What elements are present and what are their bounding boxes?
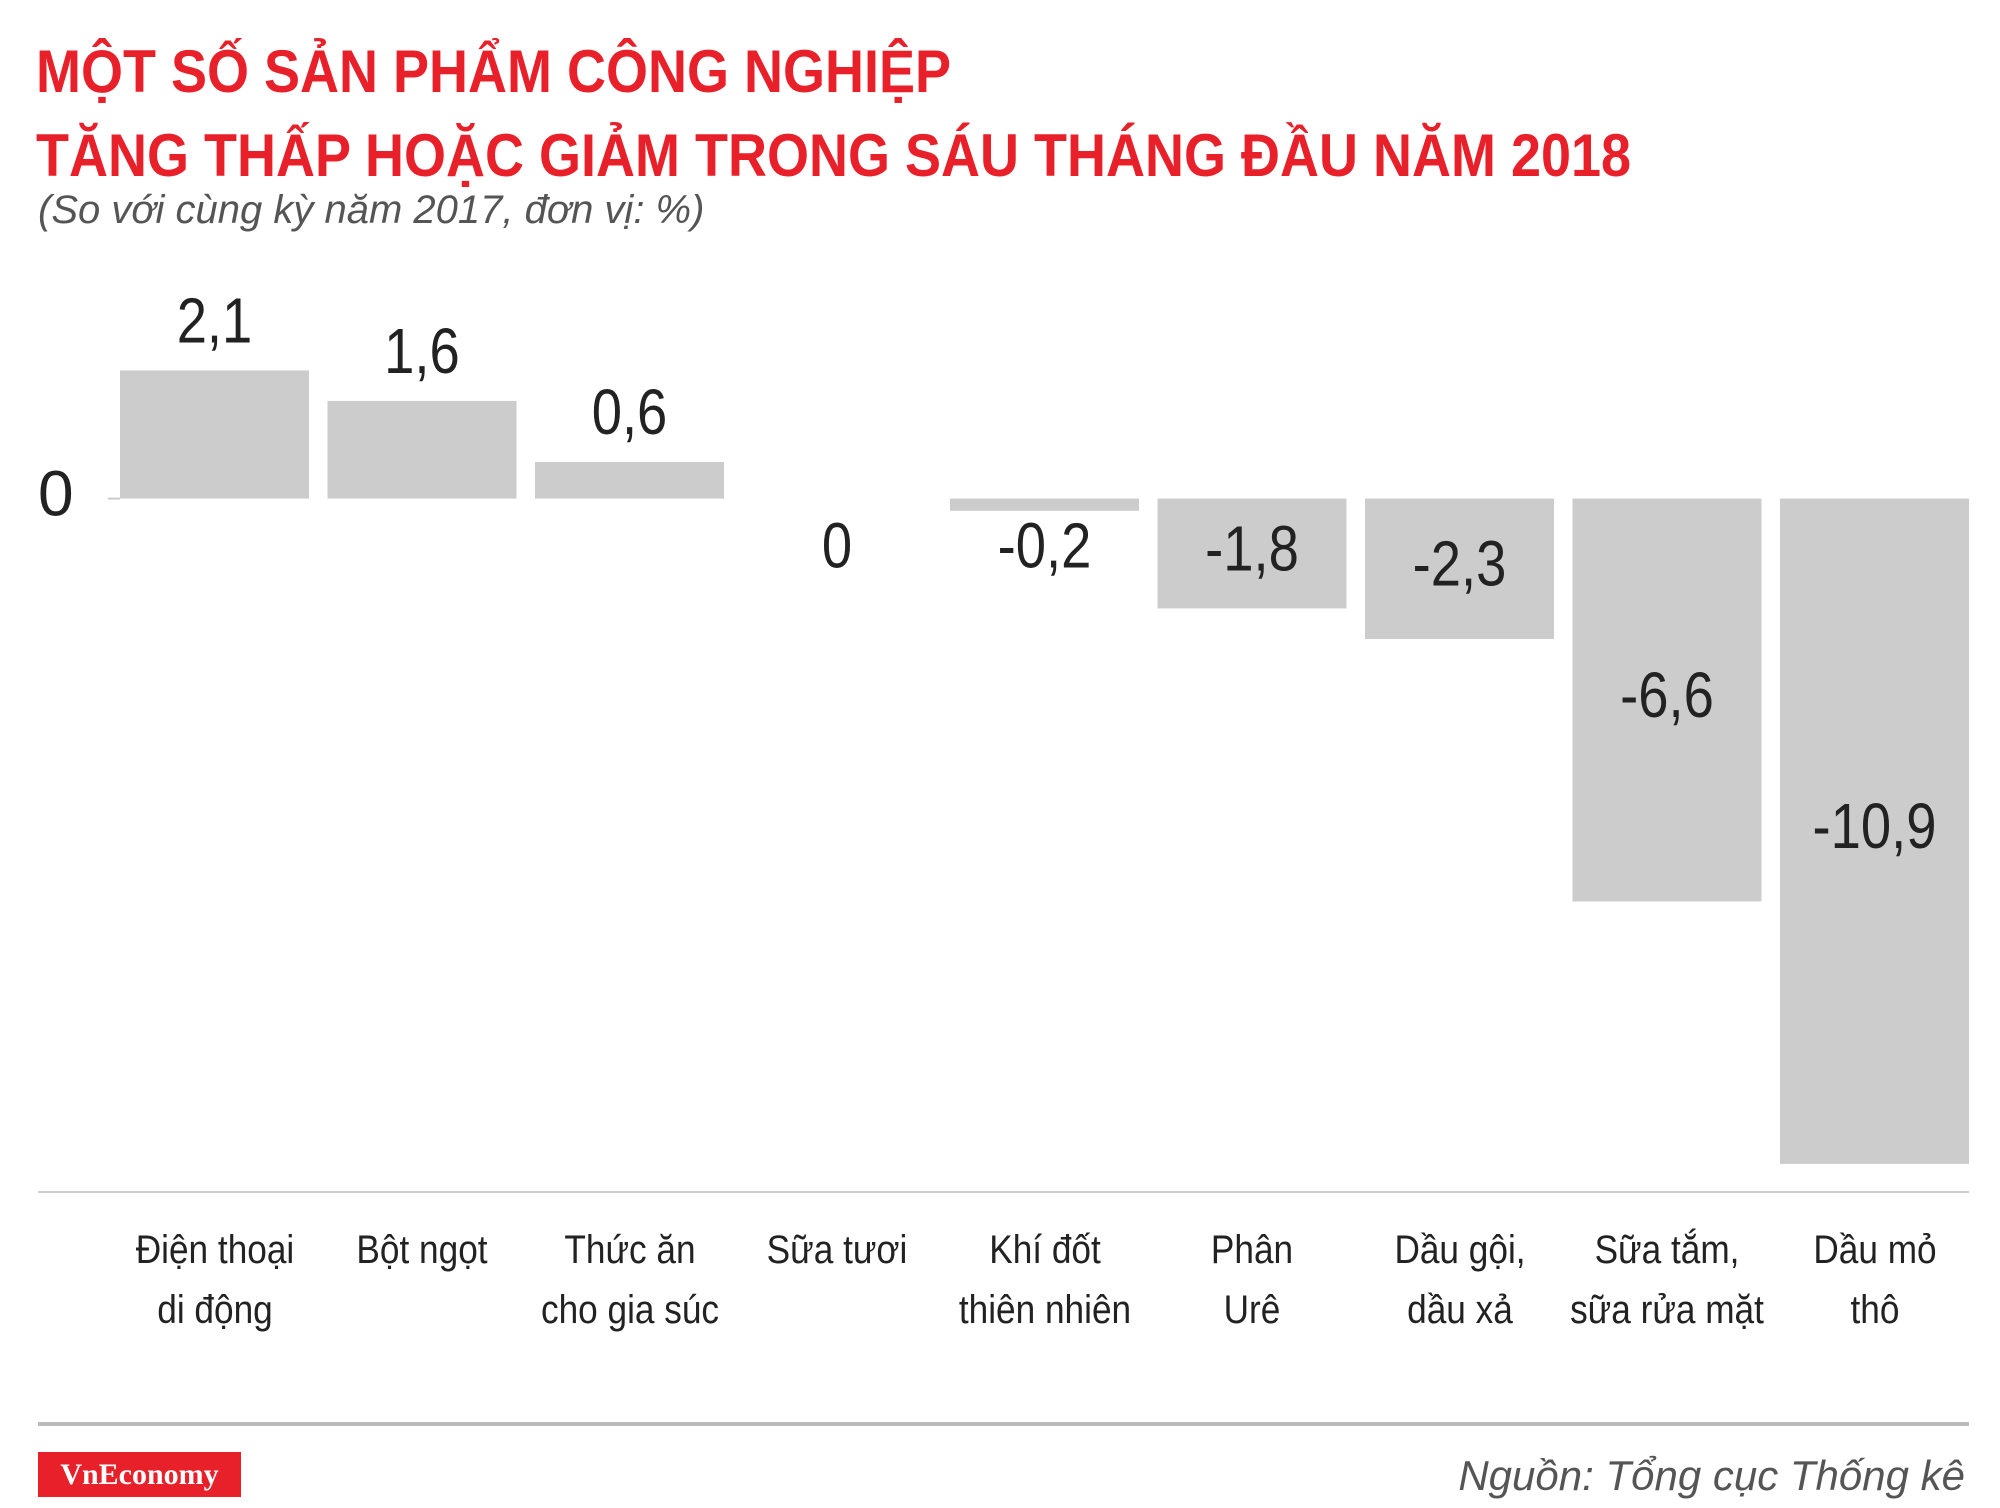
- value-label: 2,1: [177, 284, 253, 356]
- value-label: 1,6: [384, 315, 460, 387]
- value-label: 0,6: [592, 376, 668, 448]
- bar: [1365, 498, 1554, 639]
- y-tick-label: 0: [38, 457, 74, 529]
- chart-subtitle: (So với cùng kỳ năm 2017, đơn vị: %): [38, 188, 705, 232]
- value-label: -10,9: [1813, 790, 1937, 862]
- brand-logo: VnEconomy: [38, 1452, 241, 1497]
- x-tick-label: Thức ăn cho gia súc: [540, 1228, 719, 1332]
- value-label: -6,6: [1620, 659, 1714, 731]
- x-tick-label: Dầu gội, dầu xả: [1393, 1228, 1526, 1332]
- value-label: -2,3: [1413, 528, 1507, 600]
- x-tick-label: Phân Urê: [1210, 1228, 1294, 1332]
- value-label: -1,8: [1205, 512, 1299, 584]
- value-label: 0: [822, 509, 852, 581]
- source-note: Nguồn: Tổng cục Thống kê: [1458, 1452, 1965, 1499]
- x-tick-label: Điện thoại di động: [135, 1228, 294, 1332]
- bar: [1780, 498, 1969, 1164]
- x-tick-label: Bột ngọt: [356, 1228, 488, 1272]
- bar: [1157, 498, 1347, 609]
- bar: [950, 498, 1139, 511]
- bar: [535, 461, 724, 499]
- x-tick-label: Sữa tươi: [766, 1228, 908, 1272]
- x-tick-label: Khí đốt thiên nhiên: [958, 1228, 1131, 1332]
- value-label: -0,2: [998, 509, 1092, 581]
- bar: [120, 370, 309, 499]
- bar: [327, 400, 517, 499]
- x-tick-label: Sữa tắm, sữa rửa mặt: [1570, 1228, 1764, 1332]
- x-tick-label: Dầu mỏ thô: [1812, 1228, 1937, 1332]
- chart-title: MỘT SỐ SẢN PHẨM CÔNG NGHIỆP TĂNG THẤP HO…: [36, 38, 1632, 189]
- bar: [1572, 498, 1762, 902]
